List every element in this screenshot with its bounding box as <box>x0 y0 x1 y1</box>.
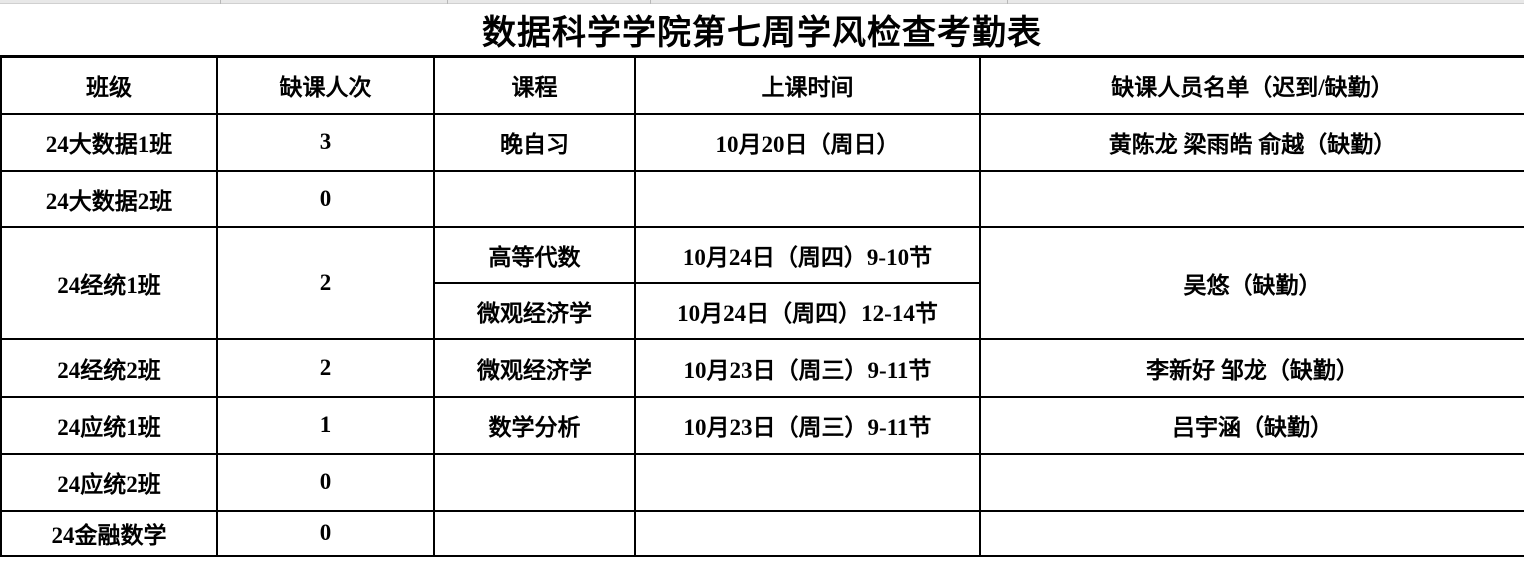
header-cell-names[interactable]: 缺课人员名单（迟到/缺勤） <box>979 55 1524 115</box>
grid-column-separator <box>447 0 448 4</box>
cell-absences[interactable]: 1 <box>216 395 435 455</box>
cell-time[interactable] <box>634 509 981 557</box>
cell-names[interactable] <box>979 169 1524 228</box>
cell-absences[interactable]: 0 <box>216 509 435 557</box>
cell-class[interactable]: 24金融数学 <box>0 509 218 557</box>
cell-class[interactable]: 24经统2班 <box>0 337 218 398</box>
table-row: 微观经济学 10月24日（周四）12-14节 <box>1 281 1524 340</box>
cell-time[interactable]: 10月20日（周日） <box>634 112 981 172</box>
table-row: 24经统1班 2 高等代数 10月24日（周四）9-10节 吴悠（缺勤） <box>0 225 1524 340</box>
cell-course[interactable] <box>433 169 636 228</box>
cell-course[interactable]: 微观经济学 <box>433 337 636 398</box>
header-cell-course[interactable]: 课程 <box>433 55 636 115</box>
cell-absences[interactable]: 2 <box>216 337 435 398</box>
cell-names[interactable]: 李新好 邹龙（缺勤） <box>979 337 1524 398</box>
cell-absences[interactable]: 0 <box>216 169 435 228</box>
cell-course[interactable] <box>433 452 636 512</box>
table-row: 24应统2班 0 <box>0 452 1524 512</box>
header-cell-absences[interactable]: 缺课人次 <box>216 55 435 115</box>
cell-course[interactable]: 晚自习 <box>433 112 636 172</box>
cell-absences[interactable]: 0 <box>216 452 435 512</box>
attendance-table: 班级 缺课人次 课程 上课时间 缺课人员名单（迟到/缺勤） 24大数据1班 3 … <box>0 55 1524 557</box>
table-row: 24金融数学 0 <box>0 509 1524 557</box>
cell-time[interactable]: 10月24日（周四）9-10节 <box>634 225 981 284</box>
cell-names[interactable]: 吕宇涵（缺勤） <box>979 395 1524 455</box>
cell-class[interactable]: 24应统2班 <box>0 452 218 512</box>
cell-time[interactable] <box>634 169 981 228</box>
cell-course[interactable] <box>433 509 636 557</box>
table-row: 24大数据1班 3 晚自习 10月20日（周日） 黄陈龙 梁雨皓 俞越（缺勤） <box>0 112 1524 172</box>
cell-course[interactable]: 数学分析 <box>433 395 636 455</box>
table-row: 24大数据2班 0 <box>0 169 1524 228</box>
cell-time[interactable]: 10月23日（周三）9-11节 <box>634 337 981 398</box>
cell-time[interactable] <box>634 452 981 512</box>
cell-course[interactable]: 微观经济学 <box>433 281 636 340</box>
cell-class[interactable]: 24经统1班 <box>0 225 218 340</box>
cell-class[interactable]: 24大数据2班 <box>0 169 218 228</box>
spreadsheet-grid-sliver <box>0 0 1524 4</box>
cell-absences[interactable]: 3 <box>216 112 435 172</box>
cell-time[interactable]: 10月24日（周四）12-14节 <box>634 281 981 340</box>
grid-column-separator <box>1007 0 1008 4</box>
cell-course[interactable]: 高等代数 <box>433 225 636 284</box>
cell-names[interactable] <box>979 452 1524 512</box>
grid-column-separator <box>650 0 651 4</box>
cell-names[interactable] <box>979 509 1524 557</box>
cell-time[interactable]: 10月23日（周三）9-11节 <box>634 395 981 455</box>
cell-names[interactable]: 吴悠（缺勤） <box>979 225 1524 340</box>
cell-class[interactable]: 24应统1班 <box>0 395 218 455</box>
page-title: 数据科学学院第七周学风检查考勤表 <box>0 4 1524 55</box>
cell-class[interactable]: 24大数据1班 <box>0 112 218 172</box>
table-row: 24应统1班 1 数学分析 10月23日（周三）9-11节 吕宇涵（缺勤） <box>0 395 1524 455</box>
header-cell-time[interactable]: 上课时间 <box>634 55 981 115</box>
cell-absences[interactable]: 2 <box>216 225 435 340</box>
grid-column-separator <box>220 0 221 4</box>
header-cell-class[interactable]: 班级 <box>0 55 218 115</box>
header-row: 班级 缺课人次 课程 上课时间 缺课人员名单（迟到/缺勤） <box>0 55 1524 115</box>
table-row: 24经统2班 2 微观经济学 10月23日（周三）9-11节 李新好 邹龙（缺勤… <box>0 337 1524 398</box>
cell-names[interactable]: 黄陈龙 梁雨皓 俞越（缺勤） <box>979 112 1524 172</box>
